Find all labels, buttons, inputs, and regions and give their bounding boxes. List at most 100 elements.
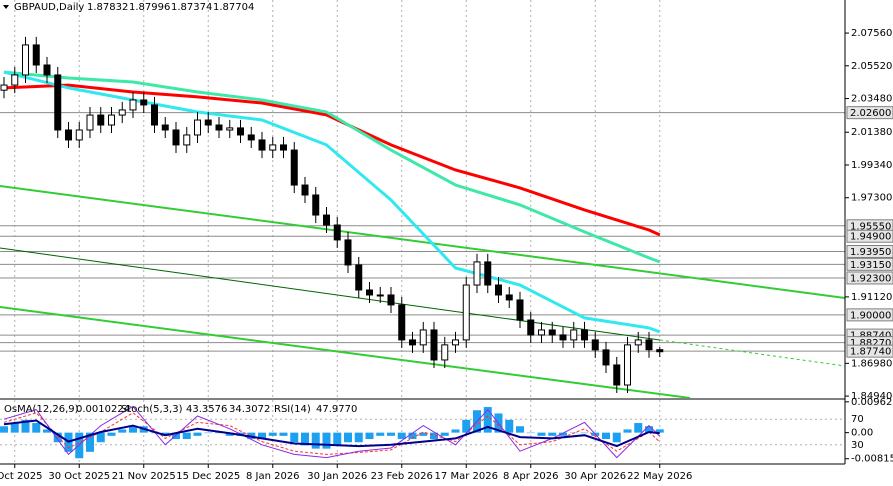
osma-bar — [397, 432, 406, 440]
candle-body — [624, 344, 631, 386]
candle-body — [108, 114, 115, 126]
levels — [0, 112, 845, 352]
stoch-signal-value: 34.3072 — [229, 404, 270, 415]
candle-body — [129, 99, 137, 111]
osma-bar — [559, 432, 567, 436]
stoch-label: Stoch(5,3,3) — [121, 404, 183, 415]
moving-average — [3, 70, 661, 264]
y-tick-label: 1.84940 — [851, 391, 892, 402]
osma-bar — [322, 432, 331, 449]
trend-line — [0, 185, 845, 299]
level-label: 1.88270 — [850, 338, 891, 349]
level-label: 1.87740 — [850, 347, 891, 358]
osma-bar — [505, 419, 514, 433]
stoch-main-value: 43.3576 — [186, 404, 227, 415]
menu-arrow[interactable] — [3, 5, 9, 9]
osma-bar — [118, 429, 127, 433]
candle-body — [376, 294, 384, 297]
candle-body — [333, 224, 341, 241]
candle-body — [86, 114, 94, 131]
level-label: 2.02600 — [850, 108, 891, 119]
candle-body — [516, 299, 524, 321]
level-label: 1.88740 — [850, 331, 891, 342]
candle-body — [183, 134, 191, 146]
osma-bar — [634, 423, 643, 433]
x-tick-label: 30 Apr 2026 — [564, 471, 626, 482]
osma-label: OsMA(12,26,9) — [4, 404, 79, 415]
trend-line — [0, 247, 661, 341]
osma-tick-label: 0.00 — [851, 428, 873, 439]
level-label: 1.94900 — [850, 232, 891, 243]
osma-bar — [526, 432, 535, 434]
level-label-box — [846, 244, 893, 258]
osma-bar — [548, 432, 557, 436]
candle-body — [65, 129, 72, 141]
candle-body — [312, 194, 320, 216]
candle-body — [645, 339, 653, 351]
osma-bar — [268, 432, 277, 436]
candle-body — [258, 139, 266, 151]
osma-bar — [0, 426, 8, 433]
trend-line — [0, 306, 691, 398]
osma-bar — [204, 432, 213, 434]
candle-body — [355, 264, 363, 291]
candle-body — [613, 364, 621, 386]
candle-body — [151, 104, 158, 126]
candle-body — [409, 339, 416, 346]
candle-body — [301, 184, 309, 196]
y-tick-label: 1.91120 — [851, 292, 892, 303]
osma-bar — [655, 429, 664, 433]
osma-bar — [408, 432, 417, 440]
candle-body — [473, 261, 481, 286]
osma-bar — [387, 432, 395, 436]
osma-bar — [602, 432, 610, 440]
osma-bar — [182, 432, 191, 440]
candle-body — [215, 124, 223, 131]
osma-bar — [344, 432, 352, 443]
osma-bar — [537, 432, 546, 436]
candle-body — [237, 127, 244, 136]
candles — [0, 36, 664, 394]
candle-body — [32, 44, 40, 66]
level-label: 1.95550 — [850, 221, 891, 232]
osma-bar — [311, 432, 320, 449]
osma-bar — [32, 423, 41, 433]
rsi-line — [3, 419, 660, 448]
candle-body — [161, 124, 169, 131]
candle-body — [269, 144, 277, 151]
candle-body — [452, 339, 459, 346]
level-label: 1.92300 — [850, 273, 891, 284]
candle-body — [22, 44, 29, 76]
candle-body — [591, 339, 599, 351]
osma-bar — [430, 432, 438, 440]
candle-body — [602, 349, 610, 366]
candle-body — [527, 319, 535, 336]
osma-bar — [290, 432, 299, 443]
osma-bar — [107, 432, 116, 436]
candle-body — [247, 134, 255, 141]
osma-bar — [354, 432, 363, 443]
level-label-box — [846, 308, 893, 322]
close-value: 1.87704 — [213, 2, 254, 13]
candle-body — [366, 289, 373, 296]
x-tick-label: 30 Oct 2025 — [48, 471, 110, 482]
osma-bar — [43, 429, 51, 433]
osma-bar — [440, 432, 449, 436]
osma-bar — [258, 432, 266, 440]
level-label-box — [846, 257, 893, 271]
candle-body — [97, 114, 105, 126]
candle-body — [538, 329, 545, 336]
open-value: 1.87832 — [87, 2, 128, 13]
osma-bar — [612, 432, 621, 443]
candle-body — [172, 129, 180, 146]
candle-body — [419, 329, 427, 346]
osma-bar — [53, 432, 62, 443]
osma-bar — [215, 432, 223, 434]
osma-bar — [129, 426, 137, 433]
candle-body — [75, 129, 83, 141]
osma-bar — [580, 432, 589, 434]
candle-body — [344, 239, 352, 266]
rsi-label: RSI(14) — [274, 404, 311, 415]
